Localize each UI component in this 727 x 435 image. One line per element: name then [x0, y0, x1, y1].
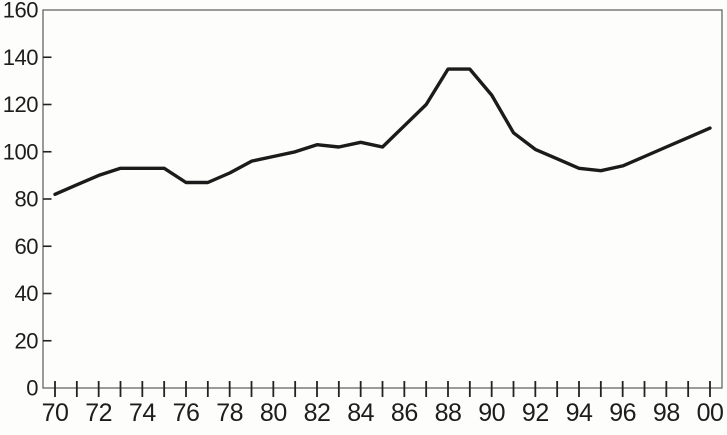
x-axis-label: 94: [566, 399, 593, 427]
y-axis-label: 80: [15, 187, 39, 212]
x-axis-label: 96: [609, 399, 636, 427]
x-axis-label: 88: [435, 399, 462, 427]
x-axis-label: 00: [697, 399, 724, 427]
x-axis-label: 92: [522, 399, 549, 427]
plot-border: [42, 9, 723, 389]
y-axis-label: 0: [26, 376, 38, 401]
y-axis-label: 120: [3, 92, 38, 117]
y-axis-label: 40: [15, 281, 39, 306]
x-axis-label: 72: [85, 399, 112, 427]
x-axis-label: 86: [391, 399, 418, 427]
y-axis-label: 140: [3, 45, 38, 70]
x-axis-label: 70: [42, 399, 69, 427]
x-axis-label: 82: [304, 399, 331, 427]
x-axis-label: 98: [653, 399, 680, 427]
x-axis-label: 80: [260, 399, 287, 427]
x-axis-label: 74: [129, 399, 156, 427]
x-axis-label: 90: [478, 399, 505, 427]
y-axis-label: 60: [15, 234, 39, 259]
x-axis-label: 78: [216, 399, 243, 427]
data-line: [53, 67, 712, 197]
y-axis-label: 20: [15, 328, 39, 353]
x-axis-label: 84: [347, 399, 374, 427]
y-axis-label: 100: [3, 139, 38, 164]
x-axis-label: 76: [173, 399, 200, 427]
y-axis-label: 160: [3, 0, 38, 23]
